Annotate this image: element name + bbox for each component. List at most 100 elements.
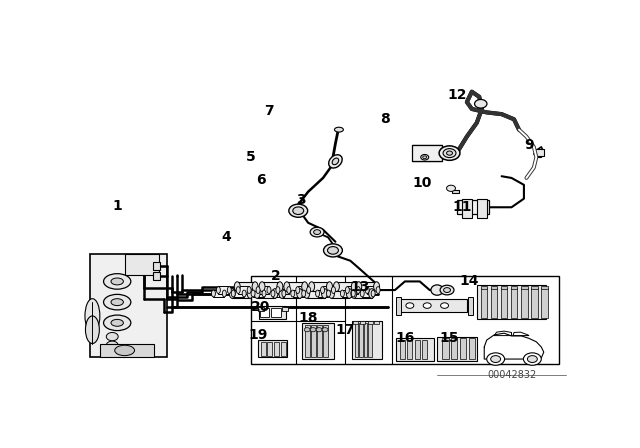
Text: 00042832: 00042832 xyxy=(487,370,536,380)
Ellipse shape xyxy=(86,316,99,344)
Bar xyxy=(397,299,467,313)
Ellipse shape xyxy=(262,290,266,297)
Bar xyxy=(237,282,255,292)
Bar xyxy=(257,307,264,311)
Bar xyxy=(469,338,476,359)
Ellipse shape xyxy=(374,282,380,292)
Bar xyxy=(442,338,449,359)
Bar xyxy=(491,289,497,318)
Ellipse shape xyxy=(211,290,216,297)
Ellipse shape xyxy=(252,282,258,292)
Bar xyxy=(282,289,300,298)
Bar xyxy=(415,340,420,359)
Text: 12: 12 xyxy=(447,88,467,102)
Bar xyxy=(481,289,487,318)
Bar xyxy=(262,282,280,292)
Ellipse shape xyxy=(115,345,134,356)
Circle shape xyxy=(447,185,456,191)
Ellipse shape xyxy=(356,282,362,292)
Ellipse shape xyxy=(423,156,427,159)
Ellipse shape xyxy=(296,287,300,293)
Ellipse shape xyxy=(308,282,315,292)
Ellipse shape xyxy=(475,99,487,108)
Ellipse shape xyxy=(111,299,124,306)
Bar xyxy=(323,324,328,358)
Ellipse shape xyxy=(356,287,360,293)
Bar xyxy=(298,286,308,294)
Circle shape xyxy=(106,332,118,341)
Bar xyxy=(511,289,518,318)
Text: 5: 5 xyxy=(246,150,256,164)
Bar xyxy=(531,289,538,318)
Ellipse shape xyxy=(369,289,374,298)
Circle shape xyxy=(423,303,431,308)
Bar xyxy=(354,289,372,298)
Ellipse shape xyxy=(85,299,100,333)
Bar xyxy=(287,282,305,292)
Bar xyxy=(238,286,249,294)
Bar xyxy=(511,285,518,289)
Text: 7: 7 xyxy=(264,103,273,118)
Ellipse shape xyxy=(276,287,280,293)
Bar xyxy=(501,285,508,289)
Bar xyxy=(258,286,269,294)
Bar xyxy=(362,290,373,297)
Bar xyxy=(332,289,349,298)
Ellipse shape xyxy=(272,289,278,298)
Ellipse shape xyxy=(216,287,220,293)
Ellipse shape xyxy=(444,288,451,293)
Ellipse shape xyxy=(301,282,308,292)
Ellipse shape xyxy=(376,287,380,293)
Text: 8: 8 xyxy=(380,112,390,126)
Ellipse shape xyxy=(335,127,344,132)
Ellipse shape xyxy=(431,285,444,295)
Ellipse shape xyxy=(256,287,260,293)
Ellipse shape xyxy=(307,287,310,293)
Ellipse shape xyxy=(297,289,303,298)
Bar xyxy=(481,285,487,289)
Circle shape xyxy=(322,327,328,332)
Ellipse shape xyxy=(251,290,255,297)
Bar xyxy=(422,340,428,359)
Bar xyxy=(367,286,378,294)
Ellipse shape xyxy=(360,290,364,297)
Ellipse shape xyxy=(291,290,295,297)
Ellipse shape xyxy=(321,289,328,298)
Text: 1: 1 xyxy=(113,198,122,212)
Bar xyxy=(342,290,353,297)
Ellipse shape xyxy=(365,287,369,293)
Text: 6: 6 xyxy=(256,172,266,187)
Ellipse shape xyxy=(234,282,240,292)
Ellipse shape xyxy=(314,230,321,234)
Bar xyxy=(457,200,489,214)
Ellipse shape xyxy=(104,315,131,331)
Text: 4: 4 xyxy=(221,229,231,244)
Bar xyxy=(408,340,412,359)
Bar xyxy=(260,308,269,317)
Bar xyxy=(477,198,487,218)
Bar xyxy=(257,340,287,358)
Bar xyxy=(251,276,559,364)
Bar xyxy=(257,289,275,298)
Ellipse shape xyxy=(420,155,429,160)
Text: 15: 15 xyxy=(440,332,460,345)
Bar xyxy=(278,286,289,294)
Bar xyxy=(213,290,225,297)
Bar xyxy=(154,272,161,280)
Bar xyxy=(396,297,401,314)
Ellipse shape xyxy=(439,146,460,160)
Bar xyxy=(154,262,161,270)
Ellipse shape xyxy=(259,282,265,292)
Bar xyxy=(462,198,472,218)
Ellipse shape xyxy=(227,287,231,293)
Bar xyxy=(259,306,286,319)
Bar xyxy=(273,290,284,297)
Ellipse shape xyxy=(254,289,260,298)
Ellipse shape xyxy=(277,282,283,292)
Bar xyxy=(268,342,273,356)
Bar xyxy=(353,321,358,323)
Ellipse shape xyxy=(279,289,285,298)
Bar xyxy=(261,342,266,356)
Bar xyxy=(90,254,167,358)
Ellipse shape xyxy=(304,289,310,298)
